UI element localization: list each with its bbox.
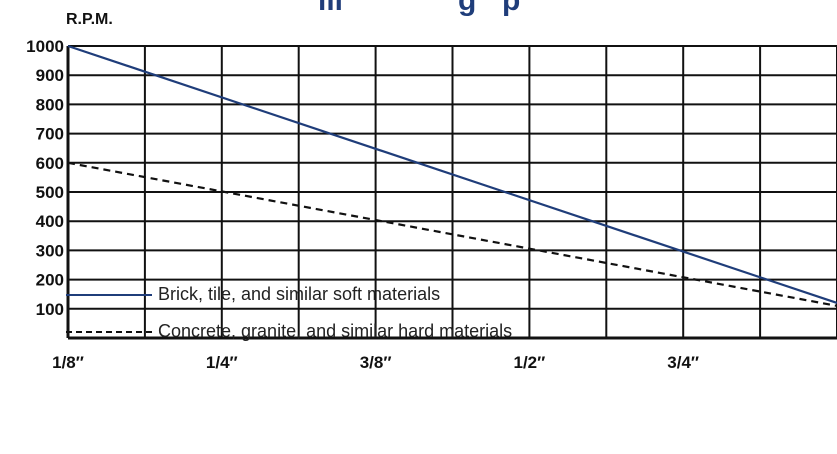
svg-text:p: p: [502, 0, 520, 17]
legend-swatch-solid: [66, 293, 152, 296]
x-tick-label: 1/8″: [52, 353, 84, 372]
y-tick-label: 200: [36, 271, 64, 290]
legend-label-soft: Brick, tile, and similar soft materials: [158, 284, 441, 304]
x-tick-labels: 1/8″ 1/4″ 3/8″ 1/2″ 3/4″: [52, 353, 699, 372]
y-tick-label: 300: [36, 241, 64, 260]
legend-swatch-dashed: [66, 330, 152, 333]
y-tick-label: 100: [36, 300, 64, 319]
x-tick-label: 3/8″: [360, 353, 392, 372]
x-tick-label: 1/4″: [206, 353, 238, 372]
y-tick-label: 800: [36, 95, 64, 114]
y-tick-label: 600: [36, 154, 64, 173]
legend-label-hard: Concrete, granite, and similar hard mate…: [158, 321, 513, 341]
legend-item-hard: Concrete, granite, and similar hard mate…: [66, 321, 512, 342]
series-lines: [67, 44, 837, 307]
x-tick-label: 3/4″: [667, 353, 699, 372]
series-line-hard: [67, 161, 837, 307]
y-tick-label: 400: [36, 212, 64, 231]
y-tick-labels: 1000 900 800 700 600 500 400 300 200 100: [26, 37, 64, 319]
y-axis-label: R.P.M.: [66, 11, 113, 28]
x-tick-label: 1/2″: [514, 353, 546, 372]
series-line-soft: [67, 44, 837, 305]
y-tick-label: 900: [36, 66, 64, 85]
svg-text:g: g: [458, 0, 476, 17]
title-fragment: ill: [318, 0, 343, 17]
y-tick-label: 500: [36, 183, 64, 202]
legend-item-soft: Brick, tile, and similar soft materials: [66, 284, 440, 305]
y-tick-label: 700: [36, 125, 64, 144]
y-tick-label: 1000: [26, 37, 64, 56]
